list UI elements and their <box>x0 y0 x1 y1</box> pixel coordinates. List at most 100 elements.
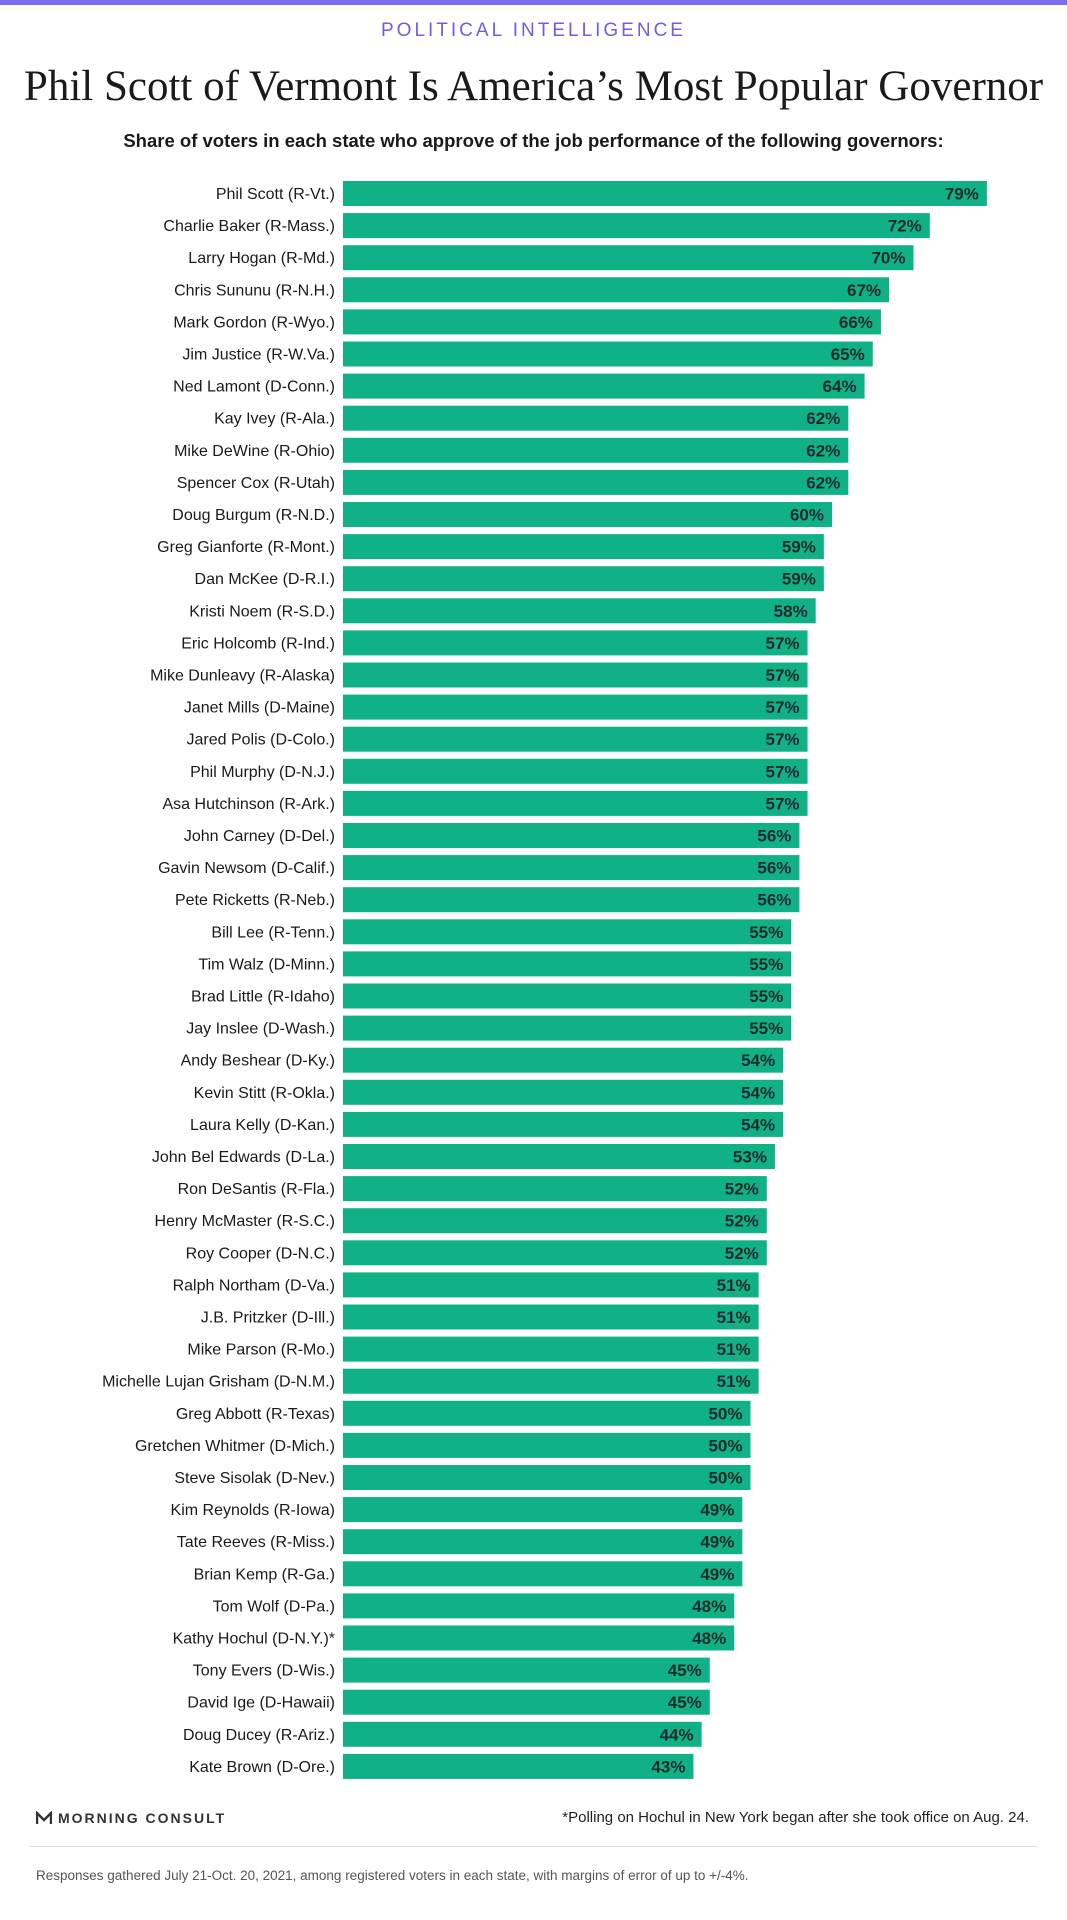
category-label: Michelle Lujan Grisham (D-N.M.) <box>102 1374 335 1391</box>
bar <box>343 181 987 206</box>
value-label: 59% <box>782 570 816 589</box>
value-label: 62% <box>806 441 840 460</box>
value-label: 54% <box>741 1115 775 1134</box>
value-label: 50% <box>708 1404 742 1423</box>
bar <box>343 1593 735 1619</box>
bar <box>343 437 849 463</box>
value-label: 44% <box>660 1725 694 1744</box>
bar <box>343 1272 759 1298</box>
bar <box>343 1144 775 1169</box>
bar <box>343 1111 784 1137</box>
source-note: Responses gathered July 21-Oct. 20, 2021… <box>36 1868 749 1883</box>
value-label: 49% <box>700 1565 734 1584</box>
bar <box>343 341 873 367</box>
bar <box>343 1015 792 1041</box>
value-label: 79% <box>945 185 979 204</box>
category-label: Mike Parson (R-Mo.) <box>187 1342 335 1359</box>
bar <box>343 1336 759 1362</box>
category-label: Pete Ricketts (R-Neb.) <box>175 892 335 909</box>
category-label: Laura Kelly (D-Kan.) <box>190 1117 335 1134</box>
bar <box>343 823 800 848</box>
bar <box>343 790 808 816</box>
value-label: 52% <box>725 1212 759 1231</box>
bar <box>343 566 824 592</box>
category-label: Kay Ivey (R-Ala.) <box>214 411 335 428</box>
value-label: 55% <box>749 955 783 974</box>
bar <box>343 1240 767 1266</box>
category-label: Andy Beshear (D-Ky.) <box>181 1053 335 1070</box>
value-label: 72% <box>888 217 922 236</box>
value-label: 43% <box>651 1757 685 1776</box>
category-label: Kate Brown (D-Ore.) <box>189 1759 335 1776</box>
category-label: Janet Mills (D-Maine) <box>184 700 335 717</box>
category-label: Asa Hutchinson (R-Ark.) <box>163 796 336 813</box>
category-label: Jim Justice (R-W.Va.) <box>182 347 335 364</box>
chart-title: Phil Scott of Vermont Is America’s Most … <box>23 63 1044 110</box>
category-label: Larry Hogan (R-Md.) <box>188 250 335 267</box>
value-label: 45% <box>668 1661 702 1680</box>
bar <box>343 469 849 495</box>
value-label: 57% <box>766 730 800 749</box>
value-label: 56% <box>757 891 791 910</box>
category-label: Brian Kemp (R-Ga.) <box>194 1566 335 1583</box>
morning-consult-logo-icon <box>36 1811 52 1824</box>
category-label: Eric Holcomb (R-Ind.) <box>181 635 335 652</box>
value-label: 54% <box>741 1051 775 1070</box>
bar <box>343 855 800 881</box>
value-label: 66% <box>839 313 873 332</box>
bar <box>343 1657 710 1683</box>
category-label: Doug Ducey (R-Ariz.) <box>183 1727 335 1744</box>
bar <box>343 1753 694 1779</box>
bar <box>343 630 808 656</box>
category-label: Tate Reeves (R-Miss.) <box>177 1534 335 1551</box>
bar <box>343 1432 751 1458</box>
value-label: 48% <box>692 1597 726 1616</box>
category-label: Spencer Cox (R-Utah) <box>177 475 335 492</box>
bar <box>343 1561 743 1587</box>
category-label: Ralph Northam (D-Va.) <box>173 1277 335 1294</box>
bar <box>343 919 792 945</box>
category-label: Kim Reynolds (R-Iowa) <box>171 1502 335 1519</box>
category-label: Kathy Hochul (D-N.Y.)* <box>173 1631 335 1648</box>
value-label: 65% <box>831 345 865 364</box>
category-label: Mike Dunleavy (R-Alaska) <box>150 668 335 685</box>
bar <box>343 309 881 335</box>
category-label: Jared Polis (D-Colo.) <box>187 732 335 749</box>
bar <box>343 213 930 239</box>
value-label: 58% <box>774 602 808 621</box>
bar <box>343 1304 759 1330</box>
value-label: 55% <box>749 923 783 942</box>
category-label: Greg Abbott (R-Texas) <box>176 1406 335 1423</box>
value-label: 56% <box>757 859 791 878</box>
bar <box>343 1079 784 1105</box>
bar <box>343 1689 710 1715</box>
footnote: *Polling on Hochul in New York began aft… <box>562 1809 1029 1826</box>
bar <box>343 1465 751 1490</box>
value-label: 60% <box>790 506 824 525</box>
bar <box>343 405 849 431</box>
category-label: David Ige (D-Hawaii) <box>187 1695 335 1712</box>
category-label: Roy Cooper (D-N.C.) <box>186 1245 335 1262</box>
category-label: Jay Inslee (D-Wash.) <box>186 1021 335 1038</box>
category-label: Mike DeWine (R-Ohio) <box>174 443 335 460</box>
bar <box>343 1497 743 1523</box>
brand-logo: MORNING CONSULT <box>36 1810 226 1826</box>
footer-divider <box>30 1846 1037 1847</box>
value-label: 51% <box>717 1372 751 1391</box>
category-label: Gretchen Whitmer (D-Mich.) <box>135 1438 335 1455</box>
value-label: 50% <box>708 1469 742 1488</box>
bar <box>343 1721 702 1747</box>
category-label: Greg Gianforte (R-Mont.) <box>157 539 335 556</box>
value-label: 57% <box>766 666 800 685</box>
value-label: 49% <box>700 1533 734 1552</box>
category-label: Tony Evers (D-Wis.) <box>193 1663 335 1680</box>
category-label: Ned Lamont (D-Conn.) <box>173 379 335 396</box>
category-label: Steve Sisolak (D-Nev.) <box>174 1470 335 1487</box>
section-kicker: POLITICAL INTELLIGENCE <box>381 20 686 41</box>
bar <box>343 1529 743 1555</box>
bar <box>343 694 808 720</box>
bar <box>343 1047 784 1073</box>
value-label: 62% <box>806 409 840 428</box>
bar <box>343 983 792 1009</box>
value-label: 48% <box>692 1629 726 1648</box>
